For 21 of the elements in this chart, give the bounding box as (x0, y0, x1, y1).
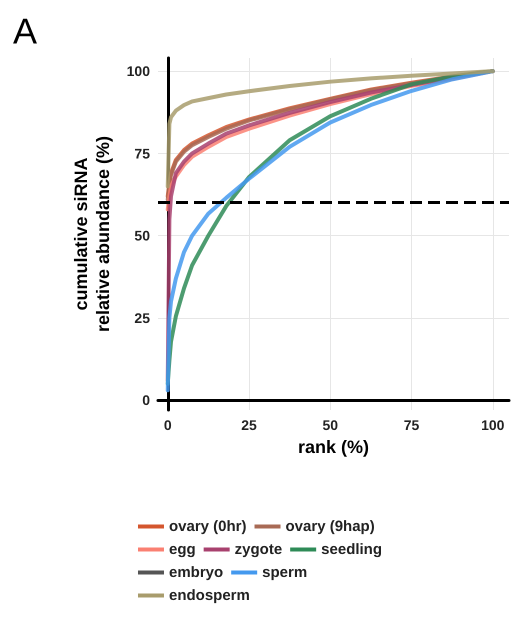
y-tick-label: 100 (126, 63, 150, 80)
legend-label: ovary (9hap) (286, 518, 375, 535)
x-tick-label: 75 (404, 417, 420, 433)
legend-label: zygote (234, 541, 282, 558)
y-tick-label: 25 (134, 310, 150, 326)
legend-label: ovary (0hr) (168, 518, 247, 535)
y-axis-title: cumulative siRNA relative abundance (%) (71, 136, 113, 332)
legend-label: egg (168, 541, 196, 558)
y-tick-label: 50 (134, 228, 150, 244)
x-axis-title: rank (%) (298, 437, 370, 457)
x-tick-label: 0 (164, 417, 172, 433)
legend-label: embryo (168, 564, 224, 581)
y-tick-label: 75 (134, 145, 150, 162)
chart-title: A (13, 10, 38, 52)
y-tick-label: 0 (142, 392, 150, 408)
legend-label: endosperm (168, 587, 250, 604)
x-tick-label: 100 (481, 417, 505, 433)
legend-label: seedling (321, 541, 382, 558)
legend-label: sperm (262, 564, 308, 581)
x-tick-label: 25 (241, 417, 257, 433)
x-tick-label: 50 (322, 417, 338, 433)
